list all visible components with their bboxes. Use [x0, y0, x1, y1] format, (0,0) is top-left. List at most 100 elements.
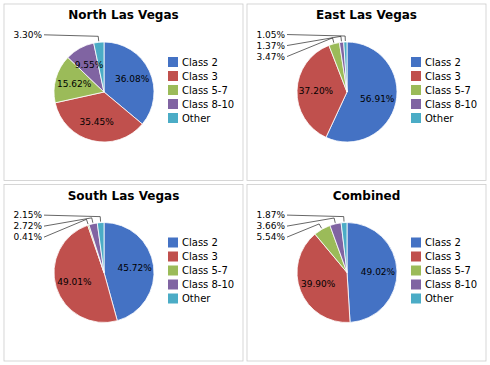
- legend-swatch: [168, 85, 178, 95]
- figure: North Las Vegas36.08%35.45%15.62%9.55%3.…: [0, 0, 490, 365]
- leader-line: [287, 215, 344, 221]
- legend-swatch: [168, 238, 178, 248]
- legend-item: Class 3: [168, 251, 218, 262]
- pie-slice: [329, 43, 347, 92]
- chart-title: East Las Vegas: [316, 8, 417, 22]
- leader-line: [287, 224, 322, 237]
- data-label: 1.37%: [256, 41, 285, 51]
- legend-swatch: [411, 57, 421, 67]
- legend: Class 2 Class 3 Class 5-7 Class 8-10 Other: [411, 237, 477, 304]
- data-label: 37.20%: [299, 86, 334, 96]
- data-label: 3.30%: [13, 30, 42, 40]
- panel: North Las Vegas36.08%35.45%15.62%9.55%3.…: [4, 4, 243, 181]
- pie: 49.02%39.90%1.87%3.66%5.54%: [256, 210, 397, 322]
- pie: 45.72%49.01%2.15%2.72%0.41%: [13, 210, 154, 322]
- legend-swatch: [168, 280, 178, 290]
- data-label: 15.62%: [57, 79, 92, 89]
- legend-swatch: [411, 252, 421, 262]
- legend-label: Class 8-10: [425, 99, 477, 110]
- legend-item: Other: [411, 293, 454, 304]
- legend-swatch: [411, 266, 421, 276]
- legend-item: Other: [168, 113, 211, 124]
- data-label: 49.01%: [57, 277, 92, 287]
- legend-item: Class 8-10: [168, 99, 234, 110]
- pie-slice: [347, 223, 397, 323]
- panel: Combined49.02%39.90%1.87%3.66%5.54%Class…: [247, 185, 486, 362]
- data-label: 49.02%: [361, 267, 396, 277]
- legend-swatch: [168, 294, 178, 304]
- legend-item: Class 3: [168, 71, 218, 82]
- panel: South Las Vegas45.72%49.01%2.15%2.72%0.4…: [4, 185, 243, 362]
- chart-title: South Las Vegas: [68, 189, 180, 203]
- legend-swatch: [168, 266, 178, 276]
- data-label: 2.15%: [13, 210, 42, 220]
- legend-swatch: [168, 57, 178, 67]
- panel: East Las Vegas 56.91% 37.20% 1.05%1.37%3.47…: [247, 4, 486, 181]
- data-label: 0.41%: [13, 232, 42, 242]
- data-label: 56.91%: [360, 94, 395, 104]
- legend-swatch: [411, 294, 421, 304]
- legend-swatch: [168, 252, 178, 262]
- legend-swatch: [411, 85, 421, 95]
- legend-item: Class 5-7: [168, 265, 228, 276]
- leader-line: [44, 219, 88, 237]
- legend: Class 2 Class 3 Class 5-7 Class 8-10 Other: [168, 57, 234, 124]
- legend-swatch: [168, 99, 178, 109]
- legend-label: Class 2: [182, 237, 218, 248]
- panel-frame: [247, 4, 486, 181]
- legend-swatch: [168, 113, 178, 123]
- leader-line: [287, 218, 335, 226]
- legend-swatch: [411, 238, 421, 248]
- pie: 56.91% 37.20% 1.05%1.37%3.47%: [256, 30, 397, 142]
- legend-label: Class 5-7: [182, 265, 228, 276]
- pie-slice: [330, 223, 347, 273]
- panel-frame: [247, 185, 486, 362]
- legend-swatch: [168, 71, 178, 81]
- legend-label: Class 5-7: [425, 265, 471, 276]
- panel-frame: [4, 185, 243, 362]
- legend-item: Class 5-7: [411, 265, 471, 276]
- legend-swatch: [411, 280, 421, 290]
- legend-item: Class 3: [411, 71, 461, 82]
- pie-slice: [341, 223, 347, 273]
- legend-item: Class 5-7: [411, 85, 471, 96]
- legend-label: Class 2: [425, 237, 461, 248]
- pie-slice: [339, 42, 347, 92]
- legend-label: Class 8-10: [182, 279, 234, 290]
- legend-swatch: [411, 71, 421, 81]
- chart-title: Combined: [333, 189, 401, 203]
- leader-line: [44, 218, 93, 226]
- chart-title: North Las Vegas: [68, 8, 178, 22]
- leader-line: [287, 35, 345, 41]
- legend-label: Class 8-10: [425, 279, 477, 290]
- data-label: 35.45%: [79, 117, 114, 127]
- legend-item: Class 2: [411, 57, 461, 68]
- pie-slice: [89, 223, 104, 273]
- legend-item: Other: [168, 293, 211, 304]
- legend-item: Class 8-10: [411, 99, 477, 110]
- data-label: 1.05%: [256, 30, 285, 40]
- legend-label: Other: [425, 113, 454, 124]
- legend-item: Class 2: [411, 237, 461, 248]
- legend-item: Class 2: [168, 57, 218, 68]
- legend-item: Class 5-7: [168, 85, 228, 96]
- legend-item: Class 8-10: [168, 279, 234, 290]
- legend-item: Class 8-10: [411, 279, 477, 290]
- pie: 36.08%35.45%15.62%9.55%3.30%: [13, 30, 154, 142]
- legend-swatch: [411, 113, 421, 123]
- data-label: 1.87%: [256, 210, 285, 220]
- legend-label: Other: [182, 293, 211, 304]
- legend-item: Other: [411, 113, 454, 124]
- data-label: 39.90%: [301, 279, 336, 289]
- legend-label: Class 5-7: [425, 85, 471, 96]
- leader-line: [287, 38, 334, 57]
- data-label: 3.47%: [256, 52, 285, 62]
- legend-label: Other: [182, 113, 211, 124]
- data-label: 9.55%: [75, 60, 104, 70]
- legend-item: Class 3: [411, 251, 461, 262]
- legend-label: Class 3: [182, 71, 218, 82]
- legend-item: Class 2: [168, 237, 218, 248]
- legend: Class 2 Class 3 Class 5-7 Class 8-10 Other: [411, 57, 477, 124]
- legend-label: Class 3: [425, 71, 461, 82]
- legend-label: Class 5-7: [182, 85, 228, 96]
